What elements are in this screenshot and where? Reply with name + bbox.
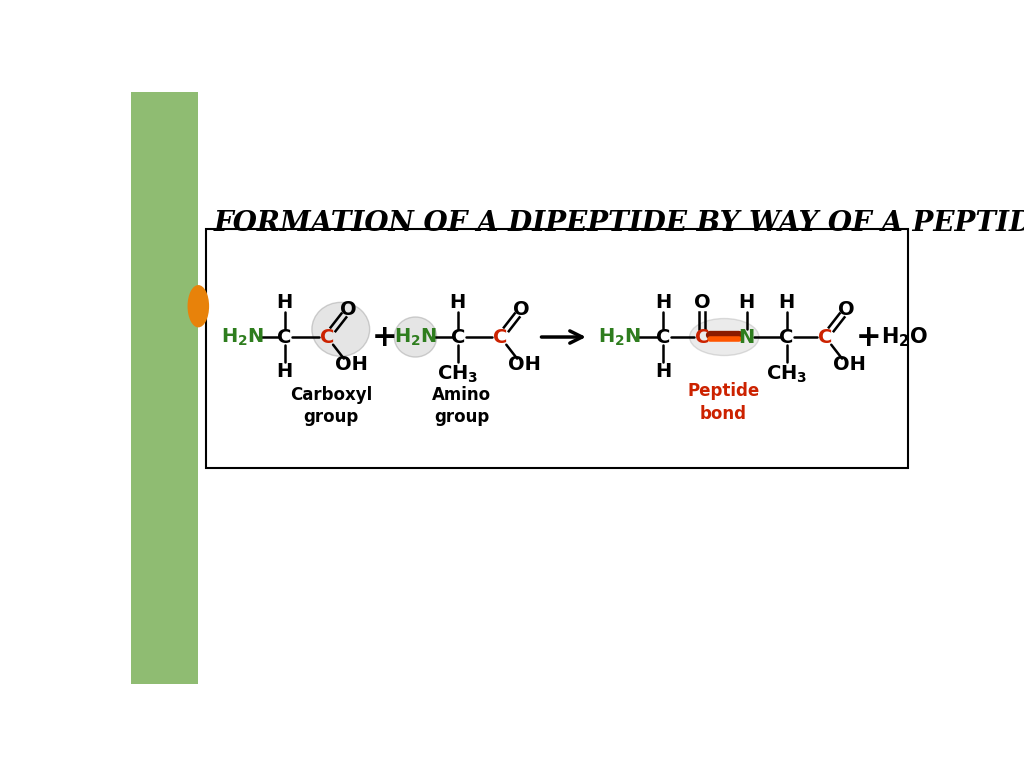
- Text: $\mathregular{H_2N}$: $\mathregular{H_2N}$: [598, 326, 641, 348]
- Text: C: C: [656, 327, 671, 346]
- Text: C: C: [278, 327, 292, 346]
- Text: $\mathregular{H_2N}$: $\mathregular{H_2N}$: [394, 326, 437, 348]
- Text: H: H: [655, 293, 672, 312]
- Text: +: +: [855, 323, 881, 352]
- Text: $\mathregular{H_2O}$: $\mathregular{H_2O}$: [881, 325, 928, 349]
- Text: O: O: [839, 300, 855, 319]
- Text: H: H: [276, 362, 293, 381]
- Text: $\mathregular{H_2N}$: $\mathregular{H_2N}$: [221, 326, 264, 348]
- Text: O: O: [340, 300, 356, 319]
- Ellipse shape: [312, 303, 370, 356]
- Bar: [131, 92, 199, 684]
- Ellipse shape: [394, 317, 436, 357]
- Text: C: C: [779, 327, 794, 346]
- Ellipse shape: [187, 285, 209, 327]
- Text: OH: OH: [335, 356, 368, 374]
- Text: FORMATION OF A DIPEPTIDE BY WAY OF A PEPTIDE BOND: FORMATION OF A DIPEPTIDE BY WAY OF A PEP…: [214, 210, 1024, 237]
- Text: H: H: [738, 293, 755, 312]
- Text: $\mathregular{CH_3}$: $\mathregular{CH_3}$: [437, 363, 478, 385]
- Text: Carboxyl
group: Carboxyl group: [290, 386, 372, 426]
- Ellipse shape: [689, 319, 759, 356]
- Text: O: O: [693, 293, 711, 312]
- Text: C: C: [451, 327, 465, 346]
- Text: C: C: [818, 327, 833, 346]
- Text: Amino
group: Amino group: [432, 386, 492, 426]
- Text: C: C: [694, 327, 709, 346]
- Text: O: O: [513, 300, 530, 319]
- Text: +: +: [372, 323, 397, 352]
- Text: $\mathregular{CH_3}$: $\mathregular{CH_3}$: [766, 363, 807, 385]
- Bar: [131, 92, 398, 192]
- Text: H: H: [778, 293, 795, 312]
- Text: OH: OH: [834, 356, 866, 374]
- Text: H: H: [655, 362, 672, 381]
- Text: OH: OH: [508, 356, 542, 374]
- Bar: [206, 229, 908, 468]
- Text: C: C: [493, 327, 507, 346]
- Text: N: N: [738, 327, 755, 346]
- Bar: [131, 618, 273, 684]
- Text: Peptide
bond: Peptide bond: [687, 382, 760, 422]
- Text: H: H: [450, 293, 466, 312]
- Text: C: C: [319, 327, 334, 346]
- Text: H: H: [276, 293, 293, 312]
